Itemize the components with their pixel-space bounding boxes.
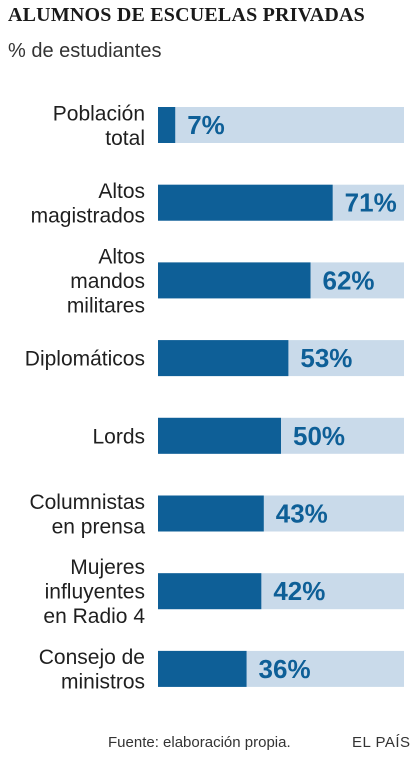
bar-value-label: 71% — [345, 188, 397, 218]
bar — [158, 262, 311, 299]
bar — [158, 495, 264, 532]
bar-track — [158, 107, 404, 143]
bar — [158, 107, 176, 143]
category-label: en Radio 4 — [43, 605, 145, 628]
category-label: influyentes — [45, 581, 145, 604]
chart-title: ALUMNOS DE ESCUELAS PRIVADAS — [8, 4, 365, 26]
category-label: magistrados — [31, 204, 145, 227]
bar-value-label: 7% — [187, 110, 225, 140]
bar-value-label: 42% — [273, 576, 325, 606]
bar — [158, 340, 289, 377]
publisher-logo-text: EL PAÍS — [352, 734, 411, 751]
category-label: mandos — [70, 270, 145, 293]
chart-subtitle: % de estudiantes — [8, 40, 162, 62]
category-label: Diplomáticos — [25, 348, 145, 371]
category-label: Lords — [92, 425, 145, 448]
bar — [158, 573, 262, 610]
category-label: Altos — [98, 245, 145, 268]
source-note: Fuente: elaboración propia. — [108, 734, 291, 751]
category-label: Mujeres — [70, 556, 145, 579]
bar — [158, 417, 281, 454]
bar-value-label: 53% — [300, 343, 352, 373]
category-label: Altos — [98, 180, 145, 203]
category-label: en prensa — [52, 515, 146, 538]
bar — [158, 650, 247, 687]
bar-value-label: 62% — [323, 265, 375, 295]
bar-value-label: 43% — [276, 499, 328, 529]
bar-value-label: 36% — [259, 654, 311, 684]
bar — [158, 184, 333, 221]
category-label: militares — [67, 294, 145, 317]
category-label: Columnistas — [29, 491, 145, 514]
bar-value-label: 50% — [293, 421, 345, 451]
category-label: ministros — [61, 671, 145, 694]
category-label: Consejo de — [39, 646, 145, 669]
category-label: Población — [53, 102, 145, 125]
category-label: total — [105, 127, 145, 150]
